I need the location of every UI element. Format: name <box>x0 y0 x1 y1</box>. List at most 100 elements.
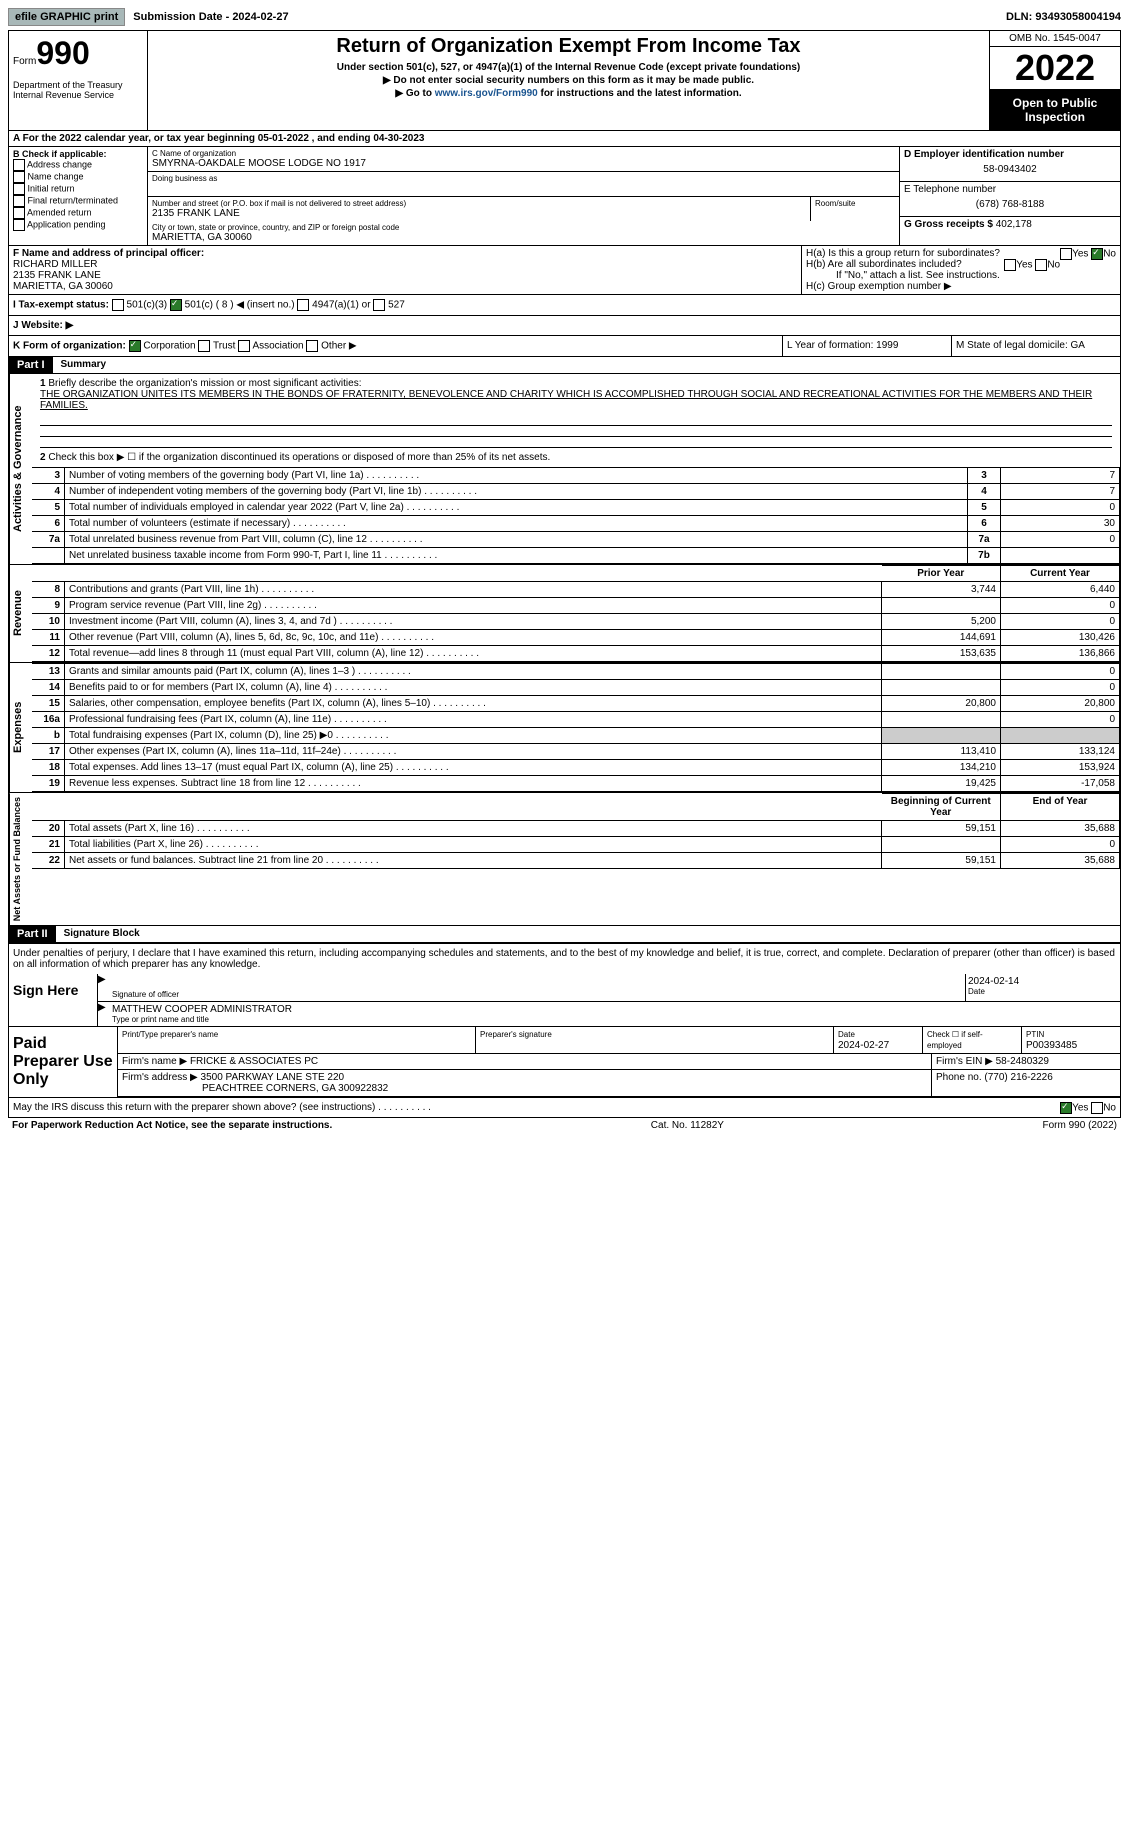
row-k: K Form of organization: Corporation Trus… <box>8 336 1121 357</box>
col-c: C Name of organization SMYRNA-OAKDALE MO… <box>148 147 900 245</box>
year-formation: L Year of formation: 1999 <box>783 336 952 356</box>
top-bar: efile GRAPHIC print Submission Date - 20… <box>8 8 1121 26</box>
part2-title: Signature Block <box>56 926 148 942</box>
prep-sig-label: Preparer's signature <box>480 1030 552 1039</box>
street-address: 2135 FRANK LANE <box>152 208 806 219</box>
phone-value: (678) 768-8188 <box>904 195 1116 214</box>
dln: DLN: 93493058004194 <box>1006 11 1121 23</box>
subtitle: Under section 501(c), 527, or 4947(a)(1)… <box>152 62 985 73</box>
discuss-yes[interactable] <box>1060 1102 1072 1114</box>
i-4947[interactable] <box>297 299 309 311</box>
k-assoc[interactable] <box>238 340 250 352</box>
ein-label: D Employer identification number <box>904 149 1116 160</box>
b-label: B Check if applicable: <box>13 149 143 159</box>
firm-addr: 3500 PARKWAY LANE STE 220 <box>201 1072 345 1083</box>
declaration-text: Under penalties of perjury, I declare th… <box>9 944 1120 974</box>
officer-name: RICHARD MILLER <box>13 259 797 270</box>
tax-year: 2022 <box>990 47 1120 90</box>
dba-label: Doing business as <box>152 174 895 183</box>
form-org-label: K Form of organization: <box>13 341 126 352</box>
discuss-no[interactable] <box>1091 1102 1103 1114</box>
h-note: If "No," attach a list. See instructions… <box>806 270 1116 281</box>
prep-date: 2024-02-27 <box>838 1040 889 1051</box>
net-label: Net Assets or Fund Balances <box>9 793 32 925</box>
pra-notice: For Paperwork Reduction Act Notice, see … <box>12 1120 332 1131</box>
revenue-section: Revenue Prior YearCurrent Year8Contribut… <box>8 565 1121 663</box>
col-f: F Name and address of principal officer:… <box>9 246 801 294</box>
form-header: Form990 Department of the Treasury Inter… <box>8 30 1121 131</box>
col-d: D Employer identification number 58-0943… <box>900 147 1120 245</box>
part1-body: Activities & Governance 1 Briefly descri… <box>8 374 1121 565</box>
net-assets-table: Beginning of Current YearEnd of Year20To… <box>32 793 1120 869</box>
hb-yes[interactable] <box>1004 259 1016 271</box>
firm-ein: 58-2480329 <box>996 1056 1049 1067</box>
sign-here-label: Sign Here <box>9 974 98 1026</box>
part2-header: Part II Signature Block <box>8 926 1121 943</box>
revenue-table: Prior YearCurrent Year8Contributions and… <box>32 565 1120 662</box>
ha-label: H(a) Is this a group return for subordin… <box>806 248 1000 259</box>
gov-label: Activities & Governance <box>9 374 32 564</box>
paid-prep-label: Paid Preparer Use Only <box>9 1027 118 1097</box>
signature-section: Under penalties of perjury, I declare th… <box>8 943 1121 1118</box>
mission-text: THE ORGANIZATION UNITES ITS MEMBERS IN T… <box>40 389 1092 411</box>
prep-phone: (770) 216-2226 <box>984 1072 1052 1083</box>
i-527[interactable] <box>373 299 385 311</box>
type-name-label: Type or print name and title <box>112 1015 1118 1024</box>
ptin: P00393485 <box>1026 1040 1077 1051</box>
form-number: 990 <box>36 35 89 71</box>
part1-label: Part I <box>9 357 53 373</box>
officer-name-title: MATTHEW COOPER ADMINISTRATOR <box>112 1004 1118 1015</box>
q2-text: Check this box ▶ ☐ if the organization d… <box>48 452 550 463</box>
form-ref: Form 990 (2022) <box>1043 1120 1117 1131</box>
room-label: Room/suite <box>815 199 895 208</box>
prep-name-label: Print/Type preparer's name <box>122 1030 218 1039</box>
efile-button[interactable]: efile GRAPHIC print <box>8 8 125 26</box>
firm-name: FRICKE & ASSOCIATES PC <box>190 1056 318 1067</box>
submission-date: Submission Date - 2024-02-27 <box>133 11 288 23</box>
city-state-zip: MARIETTA, GA 30060 <box>152 232 895 243</box>
net-assets-section: Net Assets or Fund Balances Beginning of… <box>8 793 1121 926</box>
phone-label: E Telephone number <box>904 184 1116 195</box>
k-trust[interactable] <box>198 340 210 352</box>
org-name: SMYRNA-OAKDALE MOOSE LODGE NO 1917 <box>152 158 895 169</box>
expenses-table: 13Grants and similar amounts paid (Part … <box>32 663 1120 792</box>
ein-value: 58-0943402 <box>904 160 1116 179</box>
section-a: A For the 2022 calendar year, or tax yea… <box>8 131 1121 147</box>
row-fgh: F Name and address of principal officer:… <box>8 246 1121 295</box>
footer: For Paperwork Reduction Act Notice, see … <box>8 1118 1121 1133</box>
check-self: Check ☐ if self-employed <box>927 1030 983 1050</box>
state-domicile: M State of legal domicile: GA <box>952 336 1120 356</box>
sig-date: 2024-02-14 <box>968 976 1118 987</box>
discuss-text: May the IRS discuss this return with the… <box>13 1102 431 1113</box>
omb-number: OMB No. 1545-0047 <box>990 31 1120 47</box>
form-label: Form <box>13 56 36 67</box>
hb-label: H(b) Are all subordinates included? <box>806 259 962 270</box>
city-label: City or town, state or province, country… <box>152 223 895 232</box>
rev-label: Revenue <box>9 565 32 662</box>
row-j: J Website: ▶ <box>8 316 1121 336</box>
dept-treasury: Department of the Treasury Internal Reve… <box>13 80 143 100</box>
open-public: Open to Public Inspection <box>990 90 1120 130</box>
part1-title: Summary <box>53 357 115 373</box>
hb-no[interactable] <box>1035 259 1047 271</box>
i-501c3[interactable] <box>112 299 124 311</box>
k-other[interactable] <box>306 340 318 352</box>
exp-label: Expenses <box>9 663 32 792</box>
irs-link[interactable]: www.irs.gov/Form990 <box>435 88 538 99</box>
i-501c[interactable] <box>170 299 182 311</box>
instruction-2: ▶ Go to www.irs.gov/Form990 for instruct… <box>152 88 985 99</box>
officer-city: MARIETTA, GA 30060 <box>13 281 797 292</box>
part1-header: Part I Summary <box>8 357 1121 374</box>
addr-label: Number and street (or P.O. box if mail i… <box>152 199 806 208</box>
part2-label: Part II <box>9 926 56 942</box>
col-h: H(a) Is this a group return for subordin… <box>801 246 1120 294</box>
ha-yes[interactable] <box>1060 248 1072 260</box>
ha-no[interactable] <box>1091 248 1103 260</box>
hc-label: H(c) Group exemption number ▶ <box>806 281 1116 292</box>
col-b: B Check if applicable: Address change Na… <box>9 147 148 245</box>
sig-officer-label: Signature of officer <box>112 990 963 999</box>
gross-label: G Gross receipts $ <box>904 219 993 230</box>
tax-exempt-label: I Tax-exempt status: <box>13 300 109 311</box>
k-corp[interactable] <box>129 340 141 352</box>
gross-value: 402,178 <box>996 219 1032 230</box>
